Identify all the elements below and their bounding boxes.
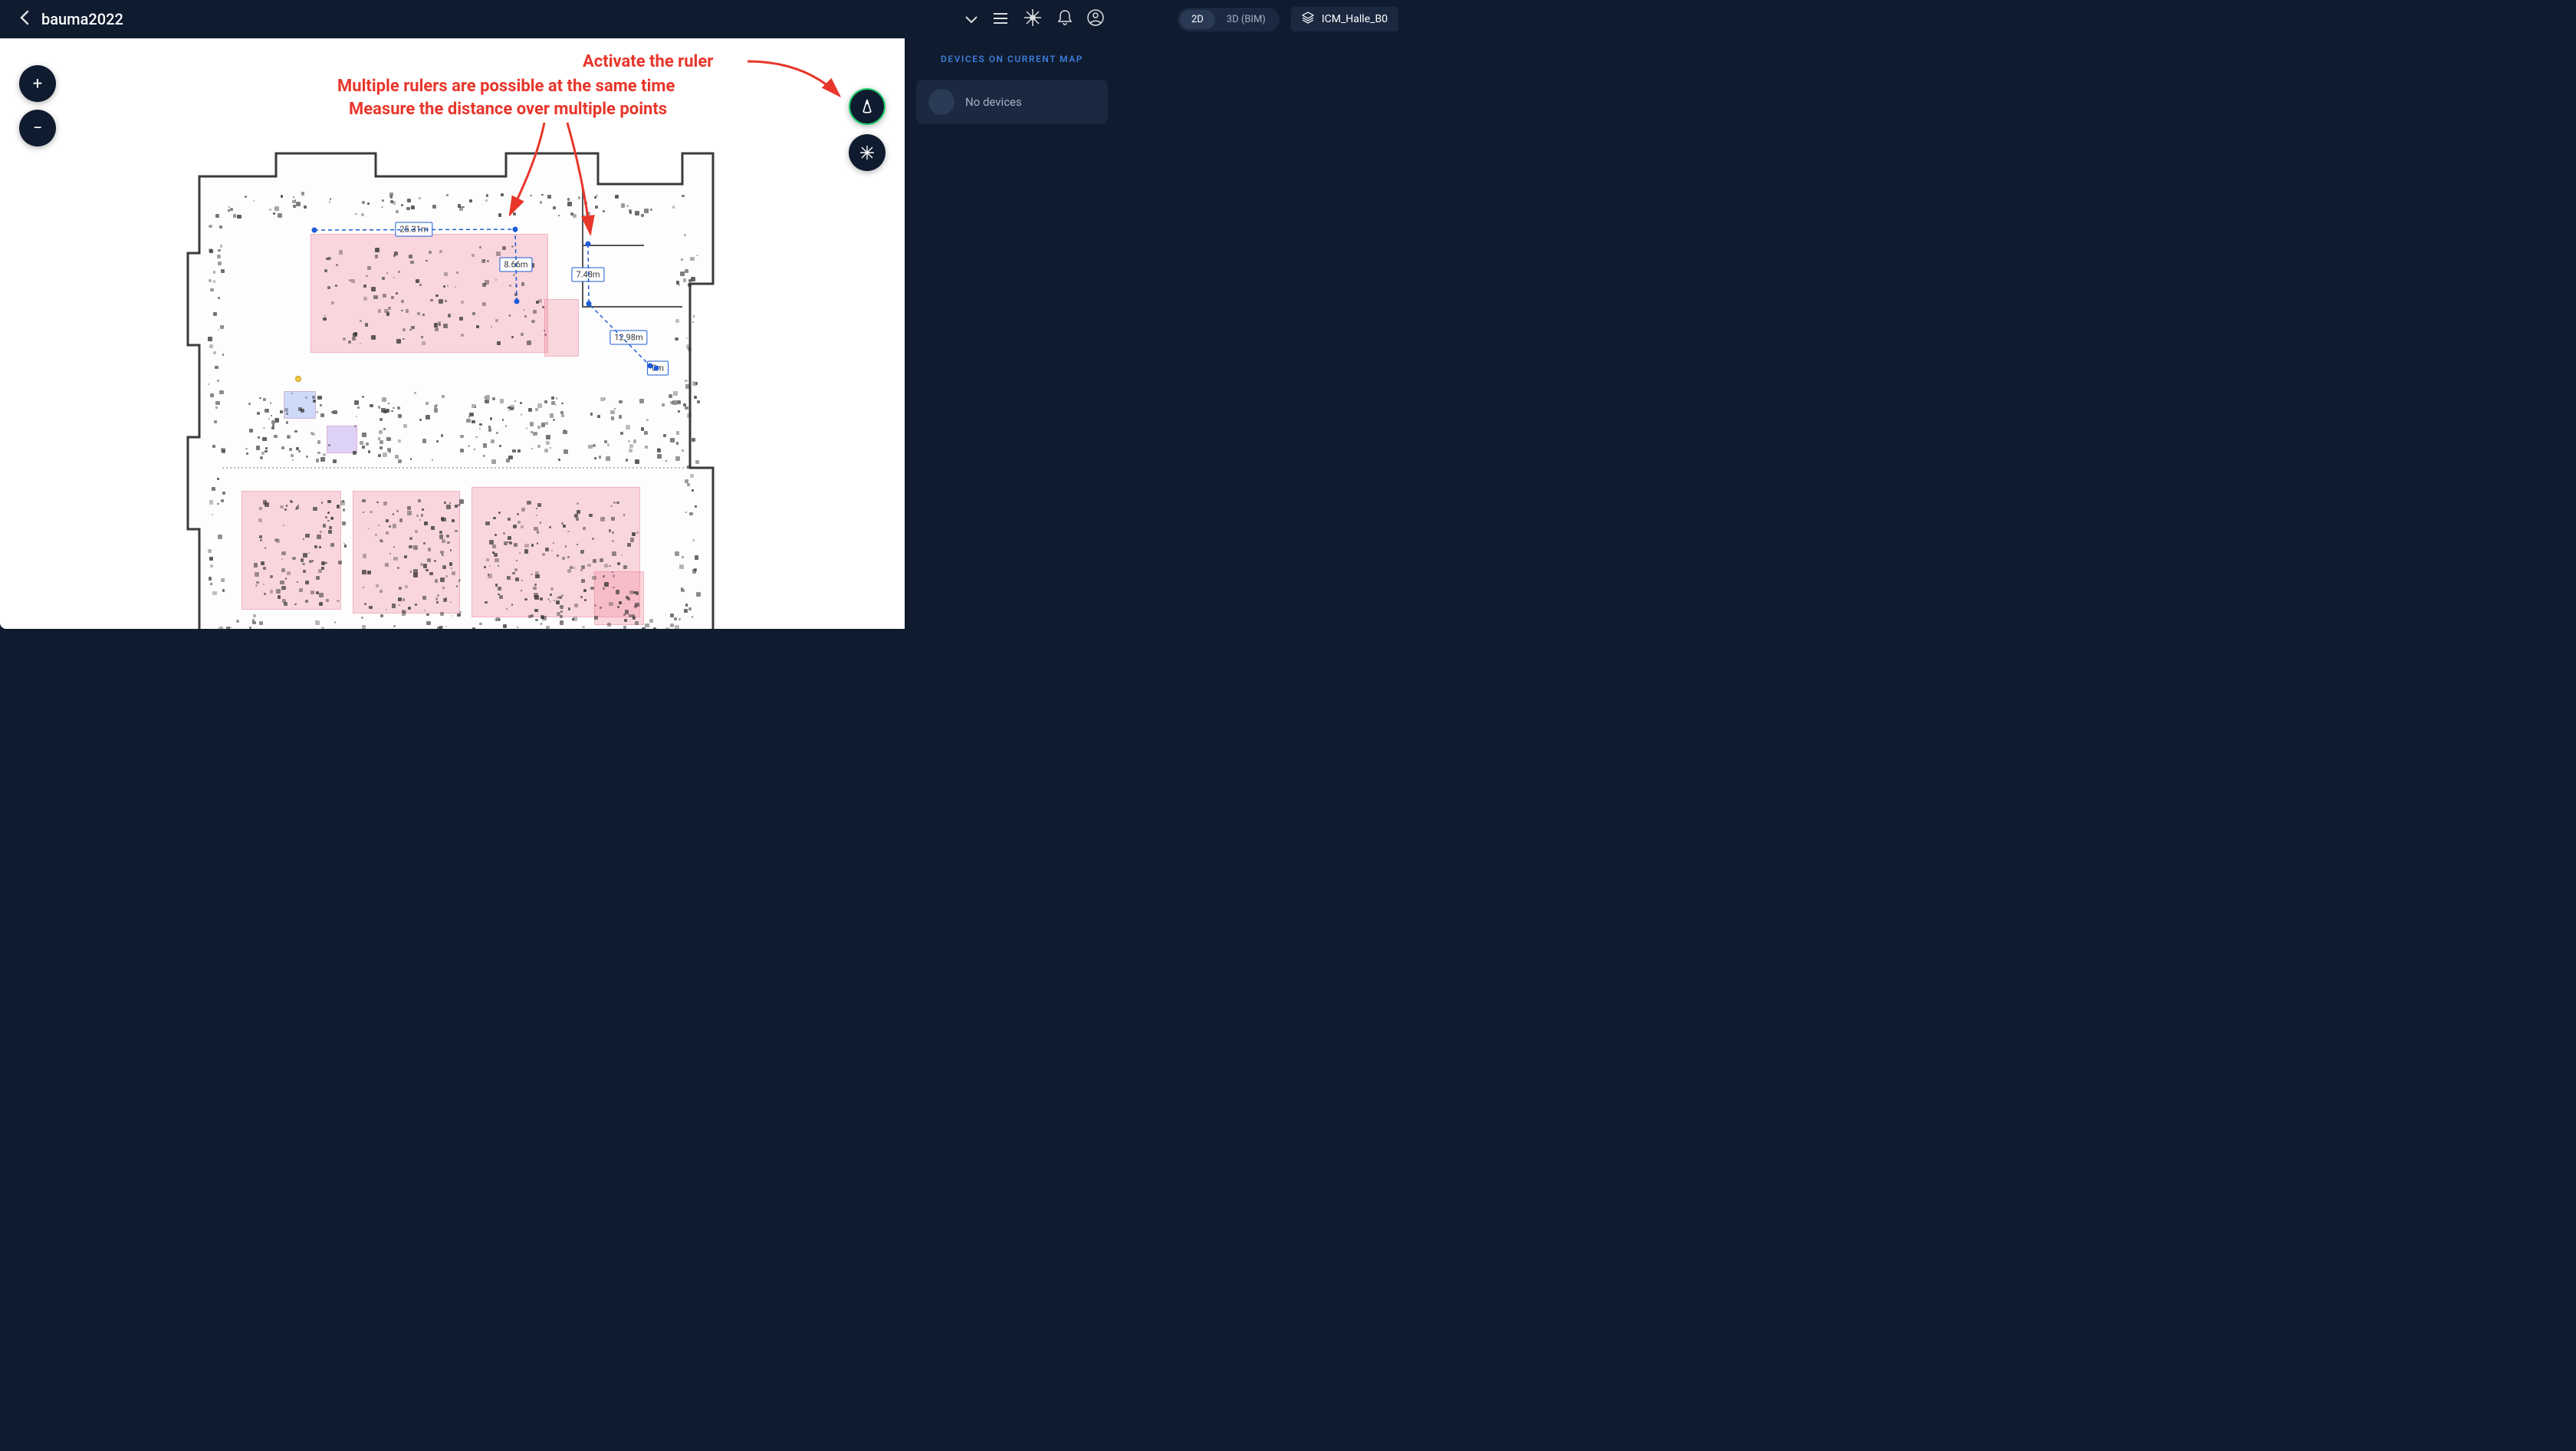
view-2d-button[interactable]: 2D	[1180, 10, 1215, 29]
tool-controls	[849, 88, 886, 171]
zoom-in-button[interactable]: +	[19, 65, 56, 102]
ruler-tool-button[interactable]	[849, 88, 886, 125]
logo-icon[interactable]	[1023, 8, 1043, 31]
edit-tool-button[interactable]	[849, 134, 886, 171]
devices-empty-card: No devices	[916, 80, 1108, 124]
layer-name: ICM_Halle_B0	[1322, 13, 1388, 25]
zoom-controls: + −	[19, 65, 56, 146]
menu-icon[interactable]	[994, 12, 1007, 27]
annotation-multi2: Measure the distance over multiple point…	[349, 100, 667, 119]
chevron-down-icon[interactable]	[964, 12, 978, 27]
sidebar-title: DEVICES ON CURRENT MAP	[916, 54, 1108, 64]
back-button[interactable]	[15, 6, 34, 32]
view-toggle: 2D 3D (BIM)	[1178, 8, 1280, 31]
main: + − Activate the ruler Multiple rulers a…	[0, 38, 1119, 629]
bell-icon[interactable]	[1058, 10, 1072, 28]
devices-empty-text: No devices	[965, 95, 1022, 109]
page-title: bauma2022	[41, 10, 123, 28]
annotation-multi1: Multiple rulers are possible at the same…	[337, 77, 675, 96]
device-avatar-placeholder	[928, 89, 955, 115]
rulers	[184, 146, 721, 629]
header: bauma2022 2D 3D (BIM) ICM_Halle_B0	[0, 0, 1119, 38]
layers-icon	[1302, 12, 1314, 27]
sidebar: DEVICES ON CURRENT MAP No devices	[905, 38, 1119, 629]
view-3d-button[interactable]: 3D (BIM)	[1215, 10, 1277, 29]
header-right	[964, 8, 1104, 31]
layer-selector[interactable]: ICM_Halle_B0	[1291, 7, 1398, 31]
profile-icon[interactable]	[1087, 9, 1104, 29]
floorplan: 25.31m8.66m7.48m12.98m0m	[184, 146, 721, 629]
map-canvas[interactable]: + − Activate the ruler Multiple rulers a…	[0, 38, 905, 629]
center-controls: 2D 3D (BIM) ICM_Halle_B0	[1178, 7, 1398, 31]
zoom-out-button[interactable]: −	[19, 110, 56, 146]
annotation-activate: Activate the ruler	[583, 52, 713, 71]
